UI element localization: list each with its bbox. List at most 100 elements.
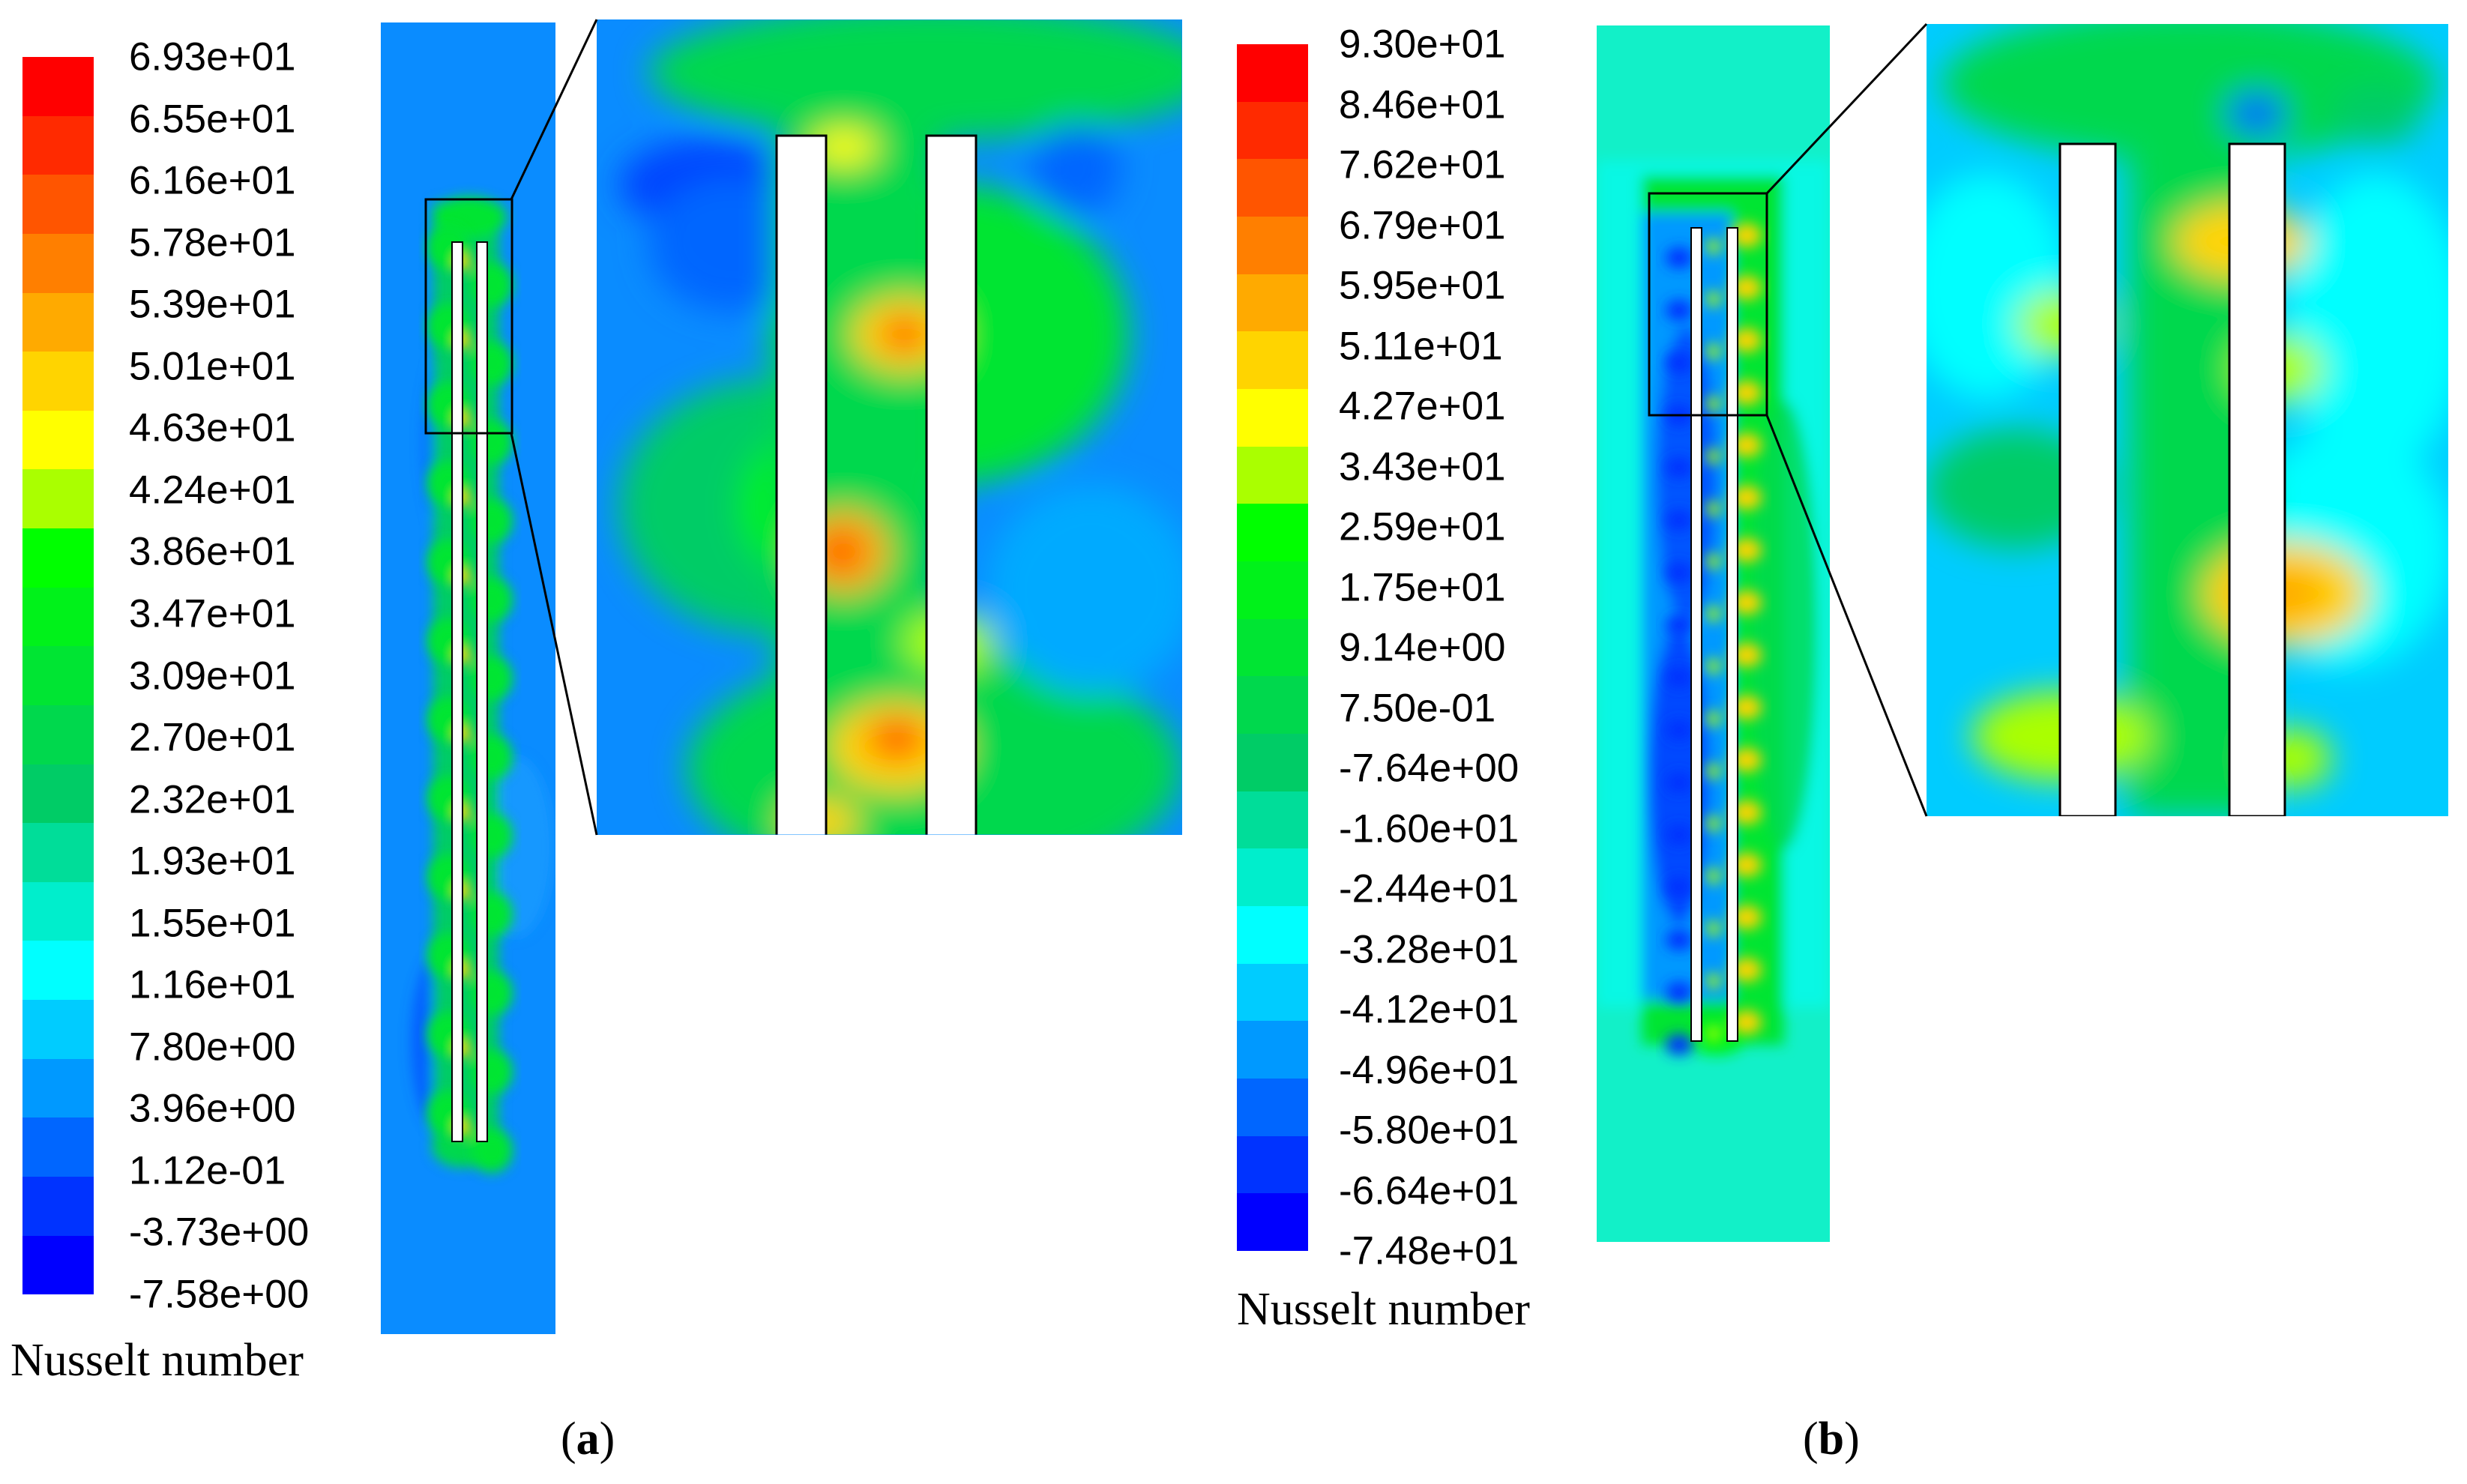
colorbar-a (22, 57, 94, 1295)
contour-spot (1666, 824, 1693, 845)
colorbar-tick-label: 4.27e+01 (1339, 384, 1506, 429)
contour-spot (1732, 328, 1762, 352)
colorbar-tick-label: -4.12e+01 (1339, 987, 1519, 1032)
colorbar-tick-label: 4.24e+01 (129, 468, 296, 513)
colorbar-tick-label: -4.96e+01 (1339, 1048, 1519, 1092)
colorbar-band (22, 175, 94, 234)
colorbar-tick-label: 7.50e-01 (1339, 686, 1496, 730)
colorbar-tick-label: 7.62e+01 (1339, 142, 1506, 187)
colorbar-band (1237, 618, 1308, 677)
colorbar-band (1237, 274, 1308, 332)
colorbar-tick-label: 9.30e+01 (1339, 22, 1506, 67)
colorbar-b (1237, 44, 1308, 1252)
colorbar-band (22, 410, 94, 470)
contour-spot (1666, 1034, 1693, 1055)
colorbar-band (22, 352, 94, 411)
colorbar-band (22, 1176, 94, 1236)
contour-spot (1732, 276, 1762, 300)
colorbar-band (22, 941, 94, 1000)
contour-spot (1732, 958, 1762, 982)
colorbar-band (22, 764, 94, 824)
colorbar-tick-label: 7.80e+00 (129, 1025, 296, 1070)
colorbar-band (22, 469, 94, 528)
colorbar-band (22, 1235, 94, 1295)
contour-spot (1732, 905, 1762, 929)
colorbar-band (1237, 906, 1308, 964)
contour-spot (1706, 711, 1721, 726)
colorbar-tick-label: 3.43e+01 (1339, 444, 1506, 489)
colorbar-band (22, 233, 94, 293)
colorbar-band (22, 115, 94, 175)
colorbar-tick-label: 3.86e+01 (129, 529, 296, 574)
contour-b-svg (1597, 25, 1830, 1242)
contour-spot (1666, 720, 1693, 741)
colorbar-band (1237, 44, 1308, 102)
colorbar-tick-label: 1.12e-01 (129, 1148, 286, 1193)
colorbar-tick-label: 8.46e+01 (1339, 82, 1506, 127)
contour-a-svg (381, 22, 555, 1334)
colorbar-tick-label: 5.39e+01 (129, 282, 296, 327)
contour-spot (1666, 982, 1693, 1003)
contour-spot (1732, 538, 1762, 562)
colorbar-band (1237, 101, 1308, 160)
contour-spot (1706, 659, 1721, 674)
panel-a: 6.93e+01 6.55e+01 6.16e+01 5.78e+01 5.39e+01… (0, 0, 1214, 1484)
contour-spot (1706, 974, 1721, 989)
panel-a-label: (a) (561, 1414, 615, 1465)
colorbar-band (1237, 1021, 1308, 1079)
colorbar-band (22, 57, 94, 116)
colorbar-band (1237, 446, 1308, 504)
colorbar-band (1237, 676, 1308, 735)
colorbar-tick-label: 3.47e+01 (129, 591, 296, 636)
contour-spot (1706, 764, 1721, 779)
colorbar-band (1237, 734, 1308, 791)
contour-spot (1732, 591, 1762, 615)
contour-spot (1732, 643, 1762, 667)
colorbar-a-title: Nusselt number (10, 1335, 304, 1386)
contour-spot (1706, 292, 1721, 307)
contour-spot (1732, 853, 1762, 877)
colorbar-band (22, 646, 94, 705)
colorbar-band (1237, 963, 1308, 1022)
zoom-inset-b (1927, 24, 2448, 816)
contour-field-a (381, 22, 555, 1334)
contour-spot (1706, 239, 1721, 254)
colorbar-band (1237, 791, 1308, 849)
colorbar-band (1237, 217, 1308, 274)
colorbar-tick-label: -2.44e+01 (1339, 866, 1519, 911)
colorbar-band (22, 587, 94, 647)
contour-spot (1666, 510, 1693, 531)
contour-spot (1732, 696, 1762, 720)
panel-b-label: (b) (1803, 1414, 1860, 1465)
colorbar-tick-label: 1.16e+01 (129, 962, 296, 1007)
colorbar-band (22, 292, 94, 352)
colorbar-band (1237, 1193, 1308, 1252)
colorbar-band (1237, 389, 1308, 447)
contour-spot (1666, 929, 1693, 950)
colorbar-tick-label: -3.28e+01 (1339, 927, 1519, 971)
colorbar-band (1237, 848, 1308, 907)
contour-spot (1666, 352, 1693, 373)
contour-spot (1666, 300, 1693, 321)
zoom-a-svg (597, 19, 1182, 835)
colorbar-tick-label: 5.95e+01 (1339, 263, 1506, 308)
colorbar-tick-label: -5.80e+01 (1339, 1108, 1519, 1153)
colorbar-tick-label: 2.70e+01 (129, 715, 296, 760)
contour-spot (1732, 223, 1762, 247)
colorbar-band (22, 705, 94, 764)
colorbar-tick-label: 6.16e+01 (129, 158, 296, 203)
colorbar-tick-label: -1.60e+01 (1339, 806, 1519, 851)
contour-spot (1666, 247, 1693, 268)
colorbar-a-ticks: 6.93e+01 6.55e+01 6.16e+01 5.78e+01 5.39e+01… (129, 37, 354, 1315)
zoom-inset-a (597, 19, 1182, 835)
contour-spot (1706, 869, 1721, 884)
colorbar-tick-label: 5.11e+01 (1339, 324, 1503, 368)
contour-spot (1706, 606, 1721, 621)
colorbar-tick-label: 5.78e+01 (129, 220, 296, 265)
zoom-b-svg (1927, 24, 2448, 816)
contour-spot (1706, 396, 1721, 411)
colorbar-tick-label: -3.73e+00 (129, 1210, 310, 1255)
colorbar-tick-label: 3.96e+00 (129, 1086, 296, 1131)
contour-spot (1706, 921, 1721, 936)
contour-spot (1666, 667, 1693, 688)
